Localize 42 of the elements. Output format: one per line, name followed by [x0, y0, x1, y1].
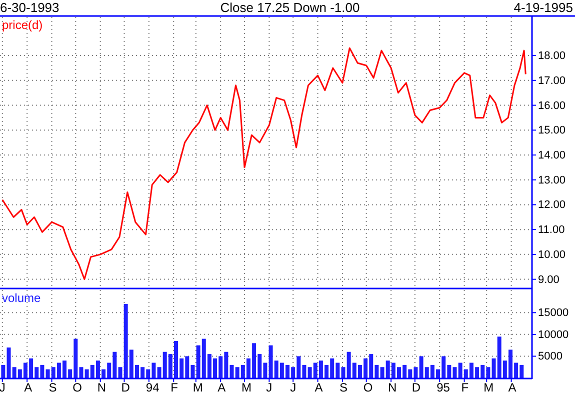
x-tick-label: M [192, 380, 203, 395]
x-tick-label: O [72, 380, 82, 395]
y-tick-label: 16.00 [538, 100, 566, 112]
y-tick-label: 18.00 [538, 50, 566, 62]
line-series [2, 47, 526, 280]
x-tick-label: J [0, 380, 6, 395]
y-tick-label: 13.00 [538, 174, 566, 186]
x-tick-label: 95 [436, 380, 450, 395]
x-tick-label: A [24, 380, 32, 395]
x-tick-label: D [412, 380, 421, 395]
x-tick-label: S [339, 380, 348, 395]
y-tick-label: 5000 [538, 350, 562, 363]
y-tick-label: 10.00 [538, 248, 566, 261]
chart-title: Close 17.25 Down -1.00 [220, 0, 360, 15]
x-tick-label: O [363, 380, 373, 395]
x-tick-label: S [48, 380, 57, 395]
y-axis-title: volume [2, 291, 42, 305]
y-axis-title: price(d) [2, 18, 43, 32]
text: 4-19-1995 [514, 0, 573, 15]
y-tick-label: 12.00 [538, 199, 566, 212]
x-tick-label: M [241, 380, 252, 395]
y-tick-label: 11.00 [538, 224, 565, 236]
y-tick-label: 9.00 [538, 274, 560, 286]
y-tick-label: 17.00 [538, 74, 566, 87]
x-tick-label: D [121, 380, 130, 395]
x-tick-label: N [388, 380, 397, 395]
x-tick-label: J [266, 380, 272, 395]
y-tick-label: 10000 [538, 328, 569, 341]
x-tick-label: M [484, 380, 494, 395]
x-tick-label: N [97, 380, 106, 395]
bar [1, 364, 6, 378]
x-tick-label: A [508, 380, 516, 395]
x-tick-label: J [290, 380, 296, 395]
text: 6-30-1993 [0, 0, 60, 15]
y-tick-label: 15000 [538, 307, 569, 320]
y-tick-label: 15.00 [538, 124, 566, 137]
y-tick-label: 14.00 [538, 150, 566, 162]
x-tick-label: F [170, 380, 178, 395]
x-tick-label: A [314, 380, 323, 395]
x-tick-label: A [218, 380, 226, 395]
x-tick-label: F [461, 380, 469, 395]
x-tick-label: 94 [146, 380, 160, 395]
